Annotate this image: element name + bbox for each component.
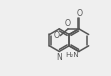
Text: O: O <box>76 9 82 18</box>
Text: O: O <box>54 31 60 40</box>
Text: O: O <box>65 19 71 28</box>
Text: N: N <box>56 53 62 62</box>
Text: H₂N: H₂N <box>65 52 79 58</box>
